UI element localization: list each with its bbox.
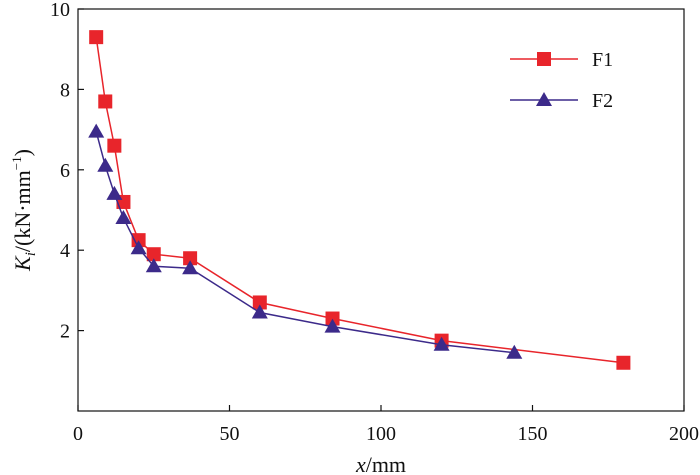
series-layer	[88, 30, 631, 370]
y-axis-unit: /(kN·mm	[10, 170, 35, 252]
y-tick-label: 4	[60, 240, 70, 262]
legend-marker-f1	[537, 52, 551, 66]
data-point	[506, 344, 523, 359]
data-point	[325, 311, 340, 326]
y-axis: 2 4 6 8 10	[50, 0, 84, 343]
legend-label-f1: F1	[592, 49, 613, 71]
data-point	[324, 318, 341, 333]
data-point	[106, 185, 123, 200]
x-tick-label: 0	[73, 423, 83, 445]
data-point	[131, 233, 146, 248]
x-axis-unit: /mm	[366, 452, 406, 475]
data-point	[433, 336, 450, 351]
y-tick-label: 6	[60, 160, 70, 182]
y-tick-label: 10	[50, 0, 70, 21]
data-point	[107, 138, 122, 153]
x-axis: 0 50 100 150 200	[73, 405, 699, 445]
data-point	[115, 210, 132, 224]
data-point	[130, 240, 147, 255]
data-point	[89, 30, 104, 45]
data-point	[251, 304, 268, 319]
y-tick-label: 8	[60, 79, 70, 101]
y-axis-var: K	[10, 255, 35, 272]
series-f2	[88, 123, 523, 359]
data-point	[88, 123, 105, 138]
data-point	[98, 94, 113, 109]
y-axis-close: )	[10, 149, 35, 156]
data-point	[183, 251, 198, 266]
legend: F1 F2	[510, 49, 613, 112]
data-point	[146, 247, 161, 262]
x-axis-var: x	[355, 452, 366, 475]
y-axis-sub: i	[23, 252, 39, 256]
series-f1	[89, 30, 631, 370]
x-tick-label: 100	[366, 423, 396, 445]
series-line-f2	[95, 131, 515, 354]
x-tick-label: 200	[669, 423, 699, 445]
y-tick-label: 2	[60, 321, 70, 343]
x-tick-label: 150	[518, 423, 548, 445]
data-point	[616, 355, 631, 370]
data-point	[145, 258, 162, 273]
x-axis-title: x/mm	[355, 452, 406, 475]
legend-marker-f2	[536, 92, 552, 106]
data-point	[182, 260, 199, 275]
data-point	[252, 295, 267, 310]
x-tick-label: 50	[220, 423, 240, 445]
y-axis-title: Ki/(kN·mm−1)	[9, 149, 39, 272]
legend-label-f2: F2	[592, 90, 613, 112]
data-point	[97, 157, 114, 172]
y-axis-exp: −1	[9, 156, 24, 170]
series-line-f1	[95, 36, 624, 364]
